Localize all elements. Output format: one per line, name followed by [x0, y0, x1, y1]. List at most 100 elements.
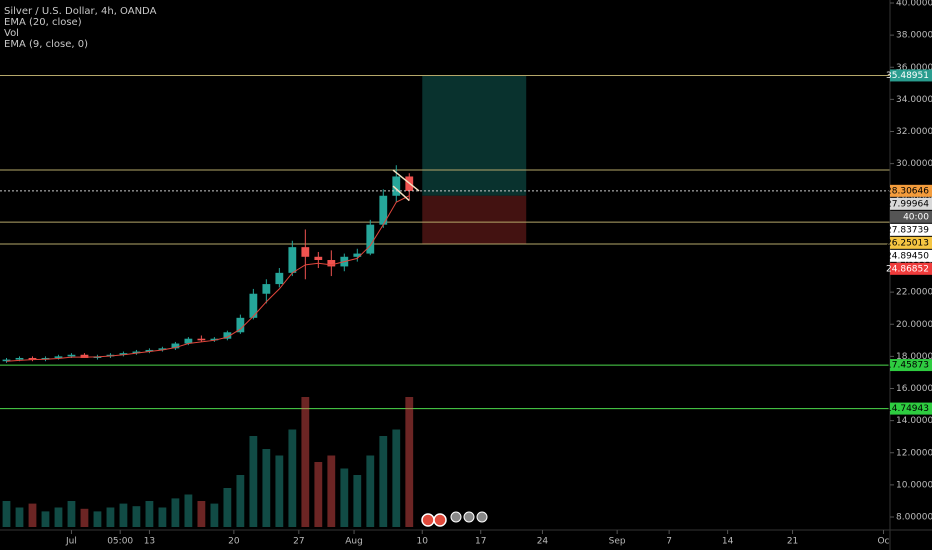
- price-tag: [890, 359, 932, 372]
- y-tick-label: 10.00000: [896, 480, 932, 490]
- profit-zone: [422, 75, 527, 196]
- volume-bar: [340, 468, 349, 527]
- y-tick-label: 30.00000: [896, 159, 932, 169]
- volume-bar: [366, 455, 375, 527]
- x-tick-label: 21: [787, 537, 798, 547]
- y-tick-label: 12.00000: [896, 448, 932, 458]
- candle-body: [15, 357, 24, 360]
- volume-bar: [197, 501, 206, 527]
- price-tag: [890, 69, 932, 82]
- price-tag: [890, 184, 932, 197]
- x-tick-label: 13: [144, 537, 155, 547]
- candle-body: [119, 353, 128, 355]
- candle-body: [184, 338, 193, 344]
- candle-body: [28, 357, 37, 360]
- candle-body: [327, 260, 336, 267]
- y-tick-label: 22.00000: [896, 288, 932, 298]
- candle-body: [132, 351, 141, 354]
- y-tick-label: 16.00000: [896, 384, 932, 394]
- x-tick-label: Oc: [877, 537, 889, 547]
- volume-bar: [262, 449, 271, 527]
- volume-bar: [106, 507, 115, 527]
- candle-body: [210, 338, 219, 341]
- price-tag-label: 28.30646: [886, 186, 929, 196]
- volume-bar: [184, 494, 193, 527]
- x-tick-label: 10: [417, 537, 429, 547]
- volume-bar: [223, 488, 232, 527]
- volume-bar: [392, 429, 401, 527]
- volume-bar: [54, 507, 63, 527]
- price-tag-label: 14.74943: [886, 404, 929, 414]
- candle-body: [275, 272, 284, 285]
- volume-bar: [327, 455, 336, 527]
- price-tag-label: 24.86852: [886, 264, 929, 274]
- candle-body: [145, 349, 154, 352]
- volume-bar: [405, 397, 414, 527]
- indicator-label: EMA (9, close, 0): [4, 39, 88, 50]
- volume-bar: [288, 429, 297, 527]
- volume-bar: [314, 462, 323, 527]
- candle-body: [158, 348, 167, 350]
- price-tag: [890, 402, 932, 415]
- pattern-drawing: [392, 169, 420, 202]
- candle-body: [80, 354, 89, 358]
- volume-bar: [353, 475, 362, 527]
- x-tick-label: Jul: [65, 537, 77, 547]
- x-tick-label: 17: [475, 537, 486, 547]
- price-tag-label: 40:00: [903, 212, 929, 222]
- volume-bar: [2, 501, 11, 527]
- x-tick-label: Aug: [345, 537, 363, 547]
- candle-body: [171, 343, 180, 349]
- volume-bar: [171, 498, 180, 527]
- y-tick-label: 38.00000: [896, 31, 932, 41]
- volume-bar: [145, 501, 154, 527]
- candle-body: [236, 317, 245, 333]
- volume-bar: [67, 501, 76, 527]
- y-tick-label: 20.00000: [896, 320, 932, 330]
- x-tick-label: 20: [228, 537, 240, 547]
- indicator-label: Vol: [4, 28, 19, 39]
- candle-body: [392, 176, 401, 196]
- x-tick-label: 24: [537, 537, 549, 547]
- price-tag: [890, 197, 932, 210]
- volume-bar: [119, 503, 128, 527]
- candle-body: [288, 247, 297, 273]
- price-tag-label: 24.89450: [886, 251, 929, 261]
- candle-body: [2, 359, 11, 362]
- volume-bar: [379, 436, 388, 527]
- volume-bar: [132, 506, 141, 527]
- candle-body: [197, 338, 206, 341]
- candle-body: [366, 224, 375, 254]
- price-tag: [890, 249, 932, 262]
- x-tick-label: 7: [666, 537, 672, 547]
- x-tick-label: 14: [722, 537, 734, 547]
- plot-area: [0, 74, 890, 527]
- volume-bar: [41, 511, 50, 527]
- y-tick-label: 8.00000: [896, 513, 932, 523]
- y-tick-label: 32.00000: [896, 127, 932, 137]
- price-tag-label: 27.83739: [886, 225, 929, 235]
- volume-bar: [236, 475, 245, 527]
- chart-title: Silver / U.S. Dollar, 4h, OANDA: [4, 6, 157, 17]
- price-tag-label: 35.48951: [886, 71, 929, 81]
- indicator-label: EMA (20, close): [4, 17, 82, 28]
- candle-body: [223, 332, 232, 339]
- loss-zone: [422, 195, 527, 244]
- volume-bar: [15, 507, 24, 527]
- candle-body: [262, 284, 271, 294]
- price-tag: [890, 262, 932, 275]
- y-tick-label: 18.00000: [896, 352, 932, 362]
- volume-bar: [80, 508, 89, 527]
- volume-bar: [249, 436, 258, 527]
- volume-bar: [301, 397, 310, 527]
- price-tag-label: 26.25013: [886, 238, 929, 248]
- candle-body: [54, 356, 63, 358]
- volume-bar: [275, 455, 284, 527]
- volume-bar: [93, 511, 102, 527]
- candle-body: [249, 293, 258, 318]
- price-tag-label: 17.45873: [886, 361, 929, 371]
- x-tick-label: 05:00: [107, 537, 133, 547]
- price-tag: [890, 223, 932, 236]
